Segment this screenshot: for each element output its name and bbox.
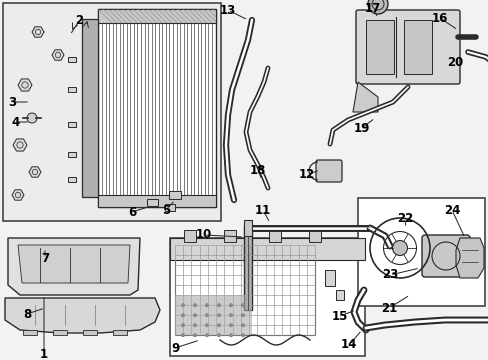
Circle shape xyxy=(181,303,184,307)
Bar xyxy=(68,122,76,126)
Text: 11: 11 xyxy=(254,203,270,216)
Circle shape xyxy=(241,303,244,307)
Bar xyxy=(224,230,236,242)
Bar xyxy=(98,9,216,23)
Text: 24: 24 xyxy=(443,203,459,216)
Polygon shape xyxy=(52,50,64,60)
Text: 6: 6 xyxy=(128,206,136,219)
Bar xyxy=(175,245,314,335)
Circle shape xyxy=(193,303,197,307)
Circle shape xyxy=(241,333,244,337)
Bar xyxy=(170,238,364,356)
Text: 21: 21 xyxy=(380,302,396,315)
Bar xyxy=(169,191,181,199)
Bar xyxy=(268,230,281,242)
Text: 18: 18 xyxy=(249,163,265,176)
Text: 17: 17 xyxy=(364,1,380,14)
Bar xyxy=(3,3,221,221)
Bar xyxy=(146,198,157,206)
Text: 15: 15 xyxy=(331,310,347,323)
Bar xyxy=(98,195,216,207)
Polygon shape xyxy=(12,190,24,200)
Bar xyxy=(183,230,196,242)
FancyBboxPatch shape xyxy=(421,235,469,277)
Circle shape xyxy=(228,313,232,317)
Bar xyxy=(98,9,216,207)
Circle shape xyxy=(204,313,208,317)
Circle shape xyxy=(204,303,208,307)
Text: 14: 14 xyxy=(340,338,356,351)
Circle shape xyxy=(228,323,232,327)
Text: 22: 22 xyxy=(396,211,412,225)
Text: 2: 2 xyxy=(75,14,83,27)
Polygon shape xyxy=(18,79,32,91)
Bar xyxy=(357,198,484,306)
Polygon shape xyxy=(18,245,130,283)
FancyBboxPatch shape xyxy=(355,10,459,84)
Bar xyxy=(23,330,37,335)
Circle shape xyxy=(193,313,197,317)
Text: 12: 12 xyxy=(298,168,314,181)
Bar xyxy=(68,152,76,157)
Bar xyxy=(170,238,364,260)
Bar xyxy=(308,230,320,242)
Polygon shape xyxy=(8,238,140,295)
Text: 8: 8 xyxy=(23,307,31,320)
Text: 19: 19 xyxy=(353,122,369,135)
Circle shape xyxy=(228,303,232,307)
Bar xyxy=(335,290,343,300)
Polygon shape xyxy=(5,298,160,333)
Bar xyxy=(403,20,431,74)
Circle shape xyxy=(181,313,184,317)
Circle shape xyxy=(193,323,197,327)
Bar xyxy=(244,220,251,236)
Circle shape xyxy=(241,323,244,327)
Circle shape xyxy=(217,313,221,317)
Circle shape xyxy=(27,113,37,123)
Text: 10: 10 xyxy=(196,229,212,242)
Circle shape xyxy=(217,303,221,307)
Polygon shape xyxy=(455,238,483,278)
Text: 13: 13 xyxy=(220,4,236,17)
Text: 16: 16 xyxy=(431,12,447,24)
Bar xyxy=(53,330,67,335)
FancyBboxPatch shape xyxy=(315,160,341,182)
Polygon shape xyxy=(352,82,377,112)
Bar xyxy=(175,294,251,335)
Text: 3: 3 xyxy=(8,95,16,108)
Circle shape xyxy=(204,323,208,327)
Polygon shape xyxy=(29,167,41,177)
Bar xyxy=(325,270,334,286)
Bar xyxy=(68,176,76,181)
Bar xyxy=(365,20,393,74)
Text: 5: 5 xyxy=(162,203,170,216)
Circle shape xyxy=(367,0,387,14)
Text: 20: 20 xyxy=(446,55,462,68)
Bar xyxy=(83,330,97,335)
Circle shape xyxy=(193,333,197,337)
Polygon shape xyxy=(32,27,44,37)
Text: 9: 9 xyxy=(170,342,179,355)
Bar xyxy=(244,225,251,310)
Bar xyxy=(68,57,76,62)
Circle shape xyxy=(204,333,208,337)
Bar xyxy=(68,86,76,91)
Circle shape xyxy=(181,333,184,337)
Circle shape xyxy=(241,313,244,317)
Circle shape xyxy=(217,333,221,337)
Text: 23: 23 xyxy=(381,269,397,282)
Bar xyxy=(82,19,98,197)
Circle shape xyxy=(181,323,184,327)
Circle shape xyxy=(392,240,407,256)
Circle shape xyxy=(217,323,221,327)
Text: 4: 4 xyxy=(12,116,20,129)
Text: 7: 7 xyxy=(41,252,49,265)
Bar xyxy=(113,330,127,335)
Bar xyxy=(164,203,175,211)
Circle shape xyxy=(228,333,232,337)
Text: 1: 1 xyxy=(40,348,48,360)
Polygon shape xyxy=(13,139,27,151)
